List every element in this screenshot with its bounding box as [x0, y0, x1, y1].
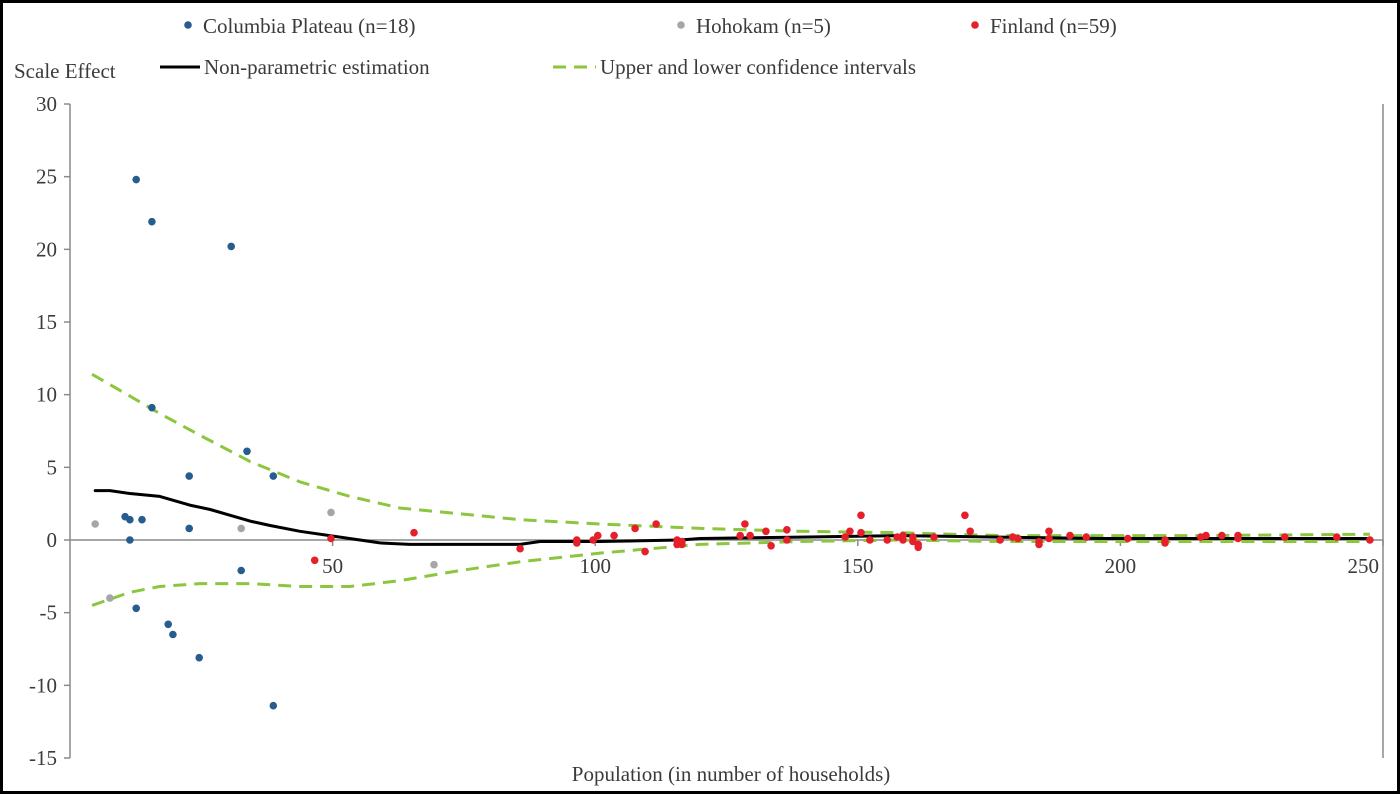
finland-point	[678, 540, 686, 549]
finland-point	[857, 528, 865, 537]
x-tick-label: 250	[1348, 554, 1380, 578]
finland-point	[1082, 533, 1091, 541]
finland-point	[610, 531, 618, 540]
legend-marker-hohokam	[677, 21, 685, 29]
x-tick-label: 100	[579, 554, 611, 578]
y-tick-label: -10	[29, 673, 57, 697]
columbia-plateau-point	[132, 175, 140, 184]
finland-point	[641, 547, 649, 556]
finland-point	[893, 533, 901, 541]
legend-label-non-parametric: Non-parametric estimation	[204, 55, 430, 79]
finland-point	[1234, 534, 1242, 543]
columbia-plateau-point	[126, 536, 134, 544]
columbia-plateau-point	[237, 566, 245, 575]
columbia-plateau-point	[164, 620, 172, 629]
finland-point	[961, 511, 969, 520]
finland-point	[1366, 536, 1374, 544]
legend-label-finland: Finland (n=59)	[990, 14, 1117, 38]
columbia-plateau-point	[185, 472, 193, 480]
finland-point	[899, 531, 907, 540]
finland-point	[930, 533, 938, 541]
y-tick-label: 10	[36, 383, 57, 407]
finland-point	[1333, 533, 1341, 541]
finland-point	[1045, 534, 1053, 543]
hohokam-point	[327, 508, 335, 517]
finland-point	[594, 531, 602, 540]
finland-point	[767, 542, 775, 550]
finland-point	[631, 524, 639, 533]
y-axis-label: Scale Effect	[14, 59, 116, 83]
hohokam-point	[237, 524, 245, 533]
columbia-plateau-point	[148, 217, 156, 226]
finland-point	[327, 534, 335, 543]
finland-point	[736, 531, 744, 540]
finland-point	[1045, 527, 1053, 536]
legend-label-confidence-intervals: Upper and lower confidence intervals	[600, 55, 916, 79]
finland-points	[310, 511, 1374, 565]
hohokam-point	[430, 560, 438, 569]
y-tick-label: 25	[36, 165, 57, 189]
finland-point	[1014, 534, 1022, 543]
y-tick-label: -5	[40, 601, 58, 625]
finland-point	[741, 520, 749, 528]
finland-point	[966, 527, 974, 536]
columbia-plateau-point	[195, 653, 203, 662]
columbia-plateau-point	[243, 447, 251, 456]
finland-point	[1202, 531, 1210, 540]
y-tick-label: 20	[36, 237, 57, 261]
finland-point	[883, 536, 891, 544]
legend: Columbia Plateau (n=18) Hohokam (n=5) Fi…	[160, 14, 1117, 79]
finland-point	[914, 543, 922, 552]
finland-point	[310, 556, 319, 565]
finland-point	[573, 539, 581, 547]
finland-point	[762, 527, 770, 536]
columbia-plateau-point	[132, 604, 140, 613]
hohokam-point	[91, 520, 99, 528]
finland-point	[410, 528, 418, 537]
finland-point	[846, 527, 854, 536]
columbia-plateau-point	[169, 630, 177, 639]
finland-point	[652, 520, 660, 528]
y-tick-label: 30	[36, 92, 57, 116]
finland-point	[1066, 531, 1074, 540]
y-tick-label: 5	[47, 455, 58, 479]
y-tick-label: 15	[36, 310, 57, 334]
x-tick-label: 50	[322, 554, 343, 578]
finland-point	[1035, 540, 1043, 549]
columbia-plateau-point	[185, 524, 193, 533]
legend-label-columbia-plateau: Columbia Plateau (n=18)	[203, 14, 415, 38]
finland-point	[866, 536, 874, 544]
finland-point	[783, 536, 791, 544]
finland-point	[746, 531, 754, 540]
columbia-plateau-point	[227, 242, 235, 251]
finland-point	[516, 544, 524, 553]
finland-point	[1281, 533, 1289, 541]
x-tick-label: 150	[842, 554, 874, 578]
columbia-plateau-point	[126, 515, 134, 524]
finland-point	[841, 533, 849, 541]
legend-marker-finland	[971, 21, 979, 29]
y-tick-label: 0	[47, 528, 58, 552]
columbia-plateau-point	[269, 472, 278, 480]
columbia-plateau-points	[121, 175, 278, 710]
legend-marker-columbia-plateau	[184, 21, 192, 29]
columbia-plateau-point	[269, 701, 278, 710]
finland-point	[783, 526, 791, 534]
finland-point	[1218, 531, 1226, 540]
y-tick-label: -15	[29, 746, 57, 770]
finland-point	[1161, 539, 1169, 547]
finland-point	[1124, 534, 1132, 543]
x-axis-label: Population (in number of households)	[572, 762, 890, 786]
hohokam-point	[106, 594, 114, 602]
legend-label-hohokam: Hohokam (n=5)	[696, 14, 831, 38]
columbia-plateau-point	[138, 515, 146, 524]
columbia-plateau-point	[148, 403, 156, 412]
x-tick-label: 200	[1105, 554, 1137, 578]
finland-point	[996, 536, 1004, 544]
hohokam-points	[91, 508, 438, 602]
finland-point	[857, 511, 865, 520]
